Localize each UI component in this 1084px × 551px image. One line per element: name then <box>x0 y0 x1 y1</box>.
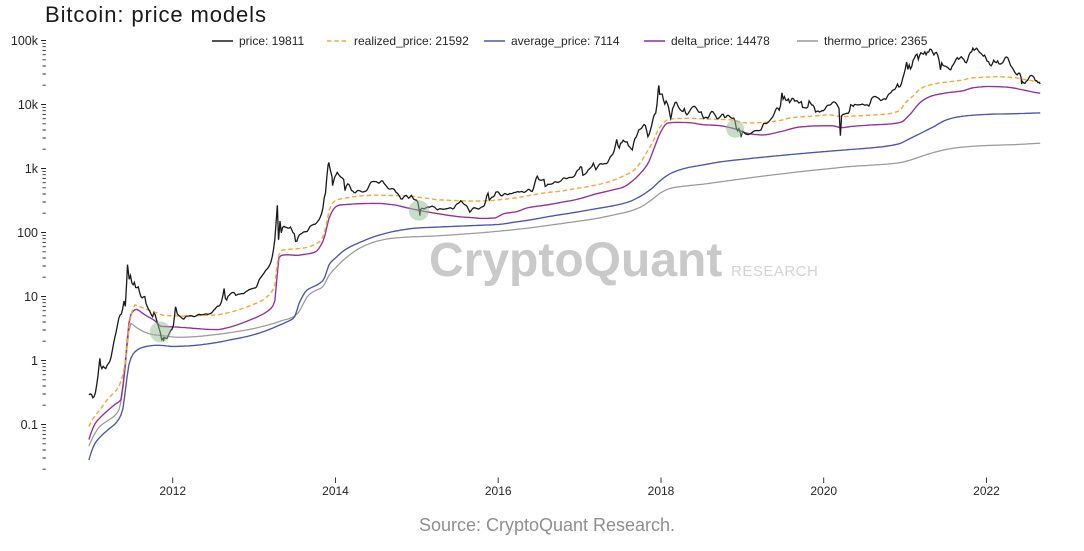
svg-text:2014: 2014 <box>322 484 349 498</box>
svg-text:delta_price: 14478: delta_price: 14478 <box>671 34 770 48</box>
svg-text:2020: 2020 <box>810 484 837 498</box>
svg-text:100k: 100k <box>11 34 39 48</box>
svg-text:price: 19811: price: 19811 <box>239 34 304 48</box>
svg-text:2016: 2016 <box>485 484 512 498</box>
svg-text:Source: CryptoQuant Research.: Source: CryptoQuant Research. <box>419 515 675 535</box>
svg-text:10k: 10k <box>18 98 39 112</box>
svg-text:100: 100 <box>17 226 38 240</box>
svg-text:0.1: 0.1 <box>21 418 38 432</box>
svg-text:2018: 2018 <box>648 484 675 498</box>
svg-text:Bitcoin: price models: Bitcoin: price models <box>45 2 267 27</box>
svg-text:10: 10 <box>24 290 38 304</box>
svg-text:1k: 1k <box>25 162 39 176</box>
svg-text:realized_price: 21592: realized_price: 21592 <box>354 34 469 48</box>
svg-text:1: 1 <box>31 354 38 368</box>
svg-text:RESEARCH: RESEARCH <box>731 263 818 280</box>
svg-text:thermo_price: 2365: thermo_price: 2365 <box>824 34 928 48</box>
svg-text:average_price: 7114: average_price: 7114 <box>511 34 620 48</box>
svg-text:CryptoQuant: CryptoQuant <box>429 234 722 287</box>
svg-text:2022: 2022 <box>973 484 1000 498</box>
svg-text:2012: 2012 <box>159 484 186 498</box>
